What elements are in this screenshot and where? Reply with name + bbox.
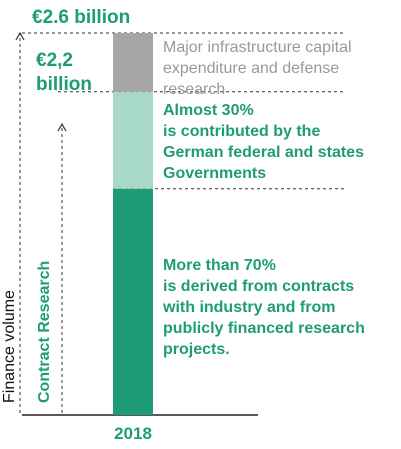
desc-70-percent-line-3: with industry and from xyxy=(162,299,335,316)
desc-70-percent-line-4: publicly financed research xyxy=(163,320,365,337)
total-label-2-2-line1: €2,2 xyxy=(36,50,73,71)
y-axis-label-finance-volume: Finance volume xyxy=(1,290,18,403)
arrow-2-6-head xyxy=(15,31,25,41)
bar-segment-1 xyxy=(113,188,153,415)
category-label-2018: 2018 xyxy=(114,424,152,443)
desc-70-percent-line-2: is derived from contracts xyxy=(163,278,354,295)
total-label-2-2-line2: billion xyxy=(36,74,92,95)
bar-segment-3 xyxy=(113,33,153,92)
desc-30-percent-line-4: Governments xyxy=(163,165,266,182)
desc-70-percent-line-1: More than 70% xyxy=(163,257,276,274)
bar-segment-2 xyxy=(113,91,153,189)
total-label-2-6: €2.6 billion xyxy=(32,7,130,28)
desc-30-percent-line-1: Almost 30% xyxy=(163,102,254,119)
desc-infrastructure-line-2: expenditure and defense xyxy=(163,60,339,77)
desc-30-percent-line-2: is contributed by the xyxy=(163,123,320,140)
desc-30-percent-line-3: German federal and states xyxy=(163,144,364,161)
arrow-2-2-head xyxy=(57,122,67,132)
desc-infrastructure-line-1: Major infrastructure capital xyxy=(163,39,352,56)
y-axis-label-contract-research: Contract Research xyxy=(36,261,53,403)
desc-70-percent-line-5: projects. xyxy=(163,341,230,358)
desc-infrastructure-line-3: research xyxy=(163,81,225,98)
